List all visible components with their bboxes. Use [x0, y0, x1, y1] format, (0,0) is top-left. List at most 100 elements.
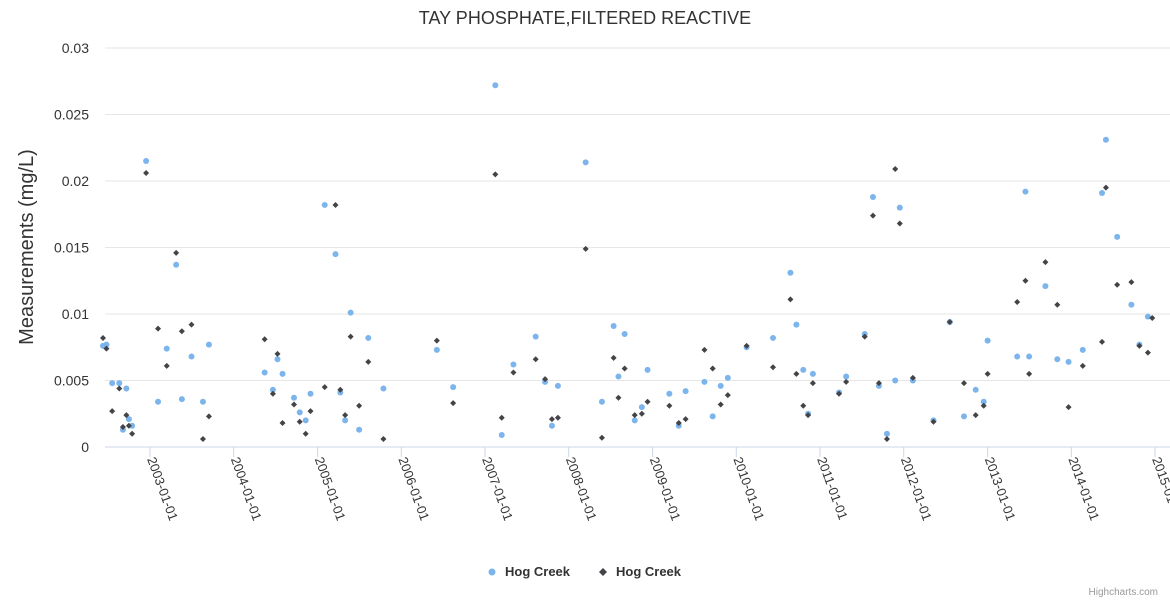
data-point[interactable]: [548, 416, 555, 423]
data-point[interactable]: [205, 341, 212, 348]
data-point[interactable]: [163, 362, 170, 369]
data-point[interactable]: [1054, 301, 1061, 308]
data-point[interactable]: [342, 412, 349, 419]
data-point[interactable]: [125, 422, 132, 429]
data-point[interactable]: [682, 388, 689, 395]
data-point[interactable]: [869, 193, 876, 200]
data-point[interactable]: [109, 380, 116, 387]
data-point[interactable]: [492, 82, 499, 89]
data-point[interactable]: [1014, 299, 1021, 306]
data-point[interactable]: [809, 370, 816, 377]
data-point[interactable]: [188, 353, 195, 360]
data-point[interactable]: [450, 384, 457, 391]
data-point[interactable]: [307, 390, 314, 397]
data-point[interactable]: [199, 436, 206, 443]
data-point[interactable]: [116, 380, 123, 387]
data-point[interactable]: [972, 386, 979, 393]
data-point[interactable]: [1102, 184, 1109, 191]
data-point[interactable]: [123, 385, 130, 392]
data-point[interactable]: [675, 420, 682, 427]
data-point[interactable]: [610, 322, 617, 329]
data-point[interactable]: [1144, 313, 1151, 320]
data-point[interactable]: [321, 384, 328, 391]
data-point[interactable]: [984, 337, 991, 344]
data-point[interactable]: [178, 328, 185, 335]
data-point[interactable]: [861, 333, 868, 340]
data-point[interactable]: [532, 356, 539, 363]
legend-item-series-1[interactable]: Hog Creek: [488, 564, 571, 579]
data-point[interactable]: [598, 434, 605, 441]
data-point[interactable]: [492, 171, 499, 178]
data-point[interactable]: [666, 390, 673, 397]
data-point[interactable]: [433, 346, 440, 353]
data-point[interactable]: [123, 412, 130, 419]
data-point[interactable]: [554, 414, 561, 421]
data-point[interactable]: [843, 373, 850, 380]
data-point[interactable]: [332, 201, 339, 208]
data-point[interactable]: [380, 385, 387, 392]
data-point[interactable]: [296, 409, 303, 416]
data-point[interactable]: [769, 334, 776, 341]
data-point[interactable]: [274, 356, 281, 363]
data-point[interactable]: [356, 426, 363, 433]
data-point[interactable]: [980, 398, 987, 405]
data-point[interactable]: [896, 220, 903, 227]
data-point[interactable]: [307, 408, 314, 415]
data-point[interactable]: [103, 345, 110, 352]
data-point[interactable]: [909, 374, 916, 381]
legend-item-series-2[interactable]: Hog Creek: [599, 564, 682, 579]
data-point[interactable]: [173, 261, 180, 268]
highcharts-credit[interactable]: Highcharts.com: [1089, 587, 1158, 598]
data-point[interactable]: [610, 354, 617, 361]
data-point[interactable]: [793, 321, 800, 328]
data-point[interactable]: [380, 436, 387, 443]
data-point[interactable]: [960, 413, 967, 420]
data-point[interactable]: [638, 410, 645, 417]
data-point[interactable]: [321, 201, 328, 208]
data-point[interactable]: [188, 321, 195, 328]
data-point[interactable]: [342, 417, 349, 424]
data-point[interactable]: [787, 269, 794, 276]
data-point[interactable]: [1065, 404, 1072, 411]
data-point[interactable]: [1054, 356, 1061, 363]
data-point[interactable]: [510, 361, 517, 368]
data-point[interactable]: [701, 378, 708, 385]
data-point[interactable]: [279, 420, 286, 427]
data-point[interactable]: [717, 401, 724, 408]
data-point[interactable]: [883, 436, 890, 443]
data-point[interactable]: [347, 333, 354, 340]
data-point[interactable]: [178, 396, 185, 403]
data-point[interactable]: [892, 166, 899, 173]
data-point[interactable]: [365, 358, 372, 365]
data-point[interactable]: [510, 369, 517, 376]
data-point[interactable]: [644, 398, 651, 405]
data-point[interactable]: [269, 386, 276, 393]
data-point[interactable]: [347, 309, 354, 316]
data-point[interactable]: [980, 402, 987, 409]
data-point[interactable]: [173, 249, 180, 256]
data-point[interactable]: [800, 402, 807, 409]
data-point[interactable]: [1114, 233, 1121, 240]
data-point[interactable]: [261, 336, 268, 343]
data-point[interactable]: [554, 382, 561, 389]
data-point[interactable]: [709, 413, 716, 420]
data-point[interactable]: [631, 412, 638, 419]
data-point[interactable]: [644, 366, 651, 373]
data-point[interactable]: [450, 400, 457, 407]
data-point[interactable]: [155, 398, 162, 405]
data-point[interactable]: [1128, 301, 1135, 308]
data-point[interactable]: [1022, 277, 1029, 284]
data-point[interactable]: [498, 414, 505, 421]
data-point[interactable]: [365, 334, 372, 341]
data-point[interactable]: [621, 365, 628, 372]
data-point[interactable]: [946, 318, 953, 325]
data-point[interactable]: [787, 296, 794, 303]
data-point[interactable]: [724, 392, 731, 399]
data-point[interactable]: [582, 159, 589, 166]
data-point[interactable]: [709, 365, 716, 372]
data-point[interactable]: [843, 378, 850, 385]
data-point[interactable]: [631, 417, 638, 424]
data-point[interactable]: [1022, 188, 1029, 195]
data-point[interactable]: [1014, 353, 1021, 360]
data-point[interactable]: [109, 408, 116, 415]
